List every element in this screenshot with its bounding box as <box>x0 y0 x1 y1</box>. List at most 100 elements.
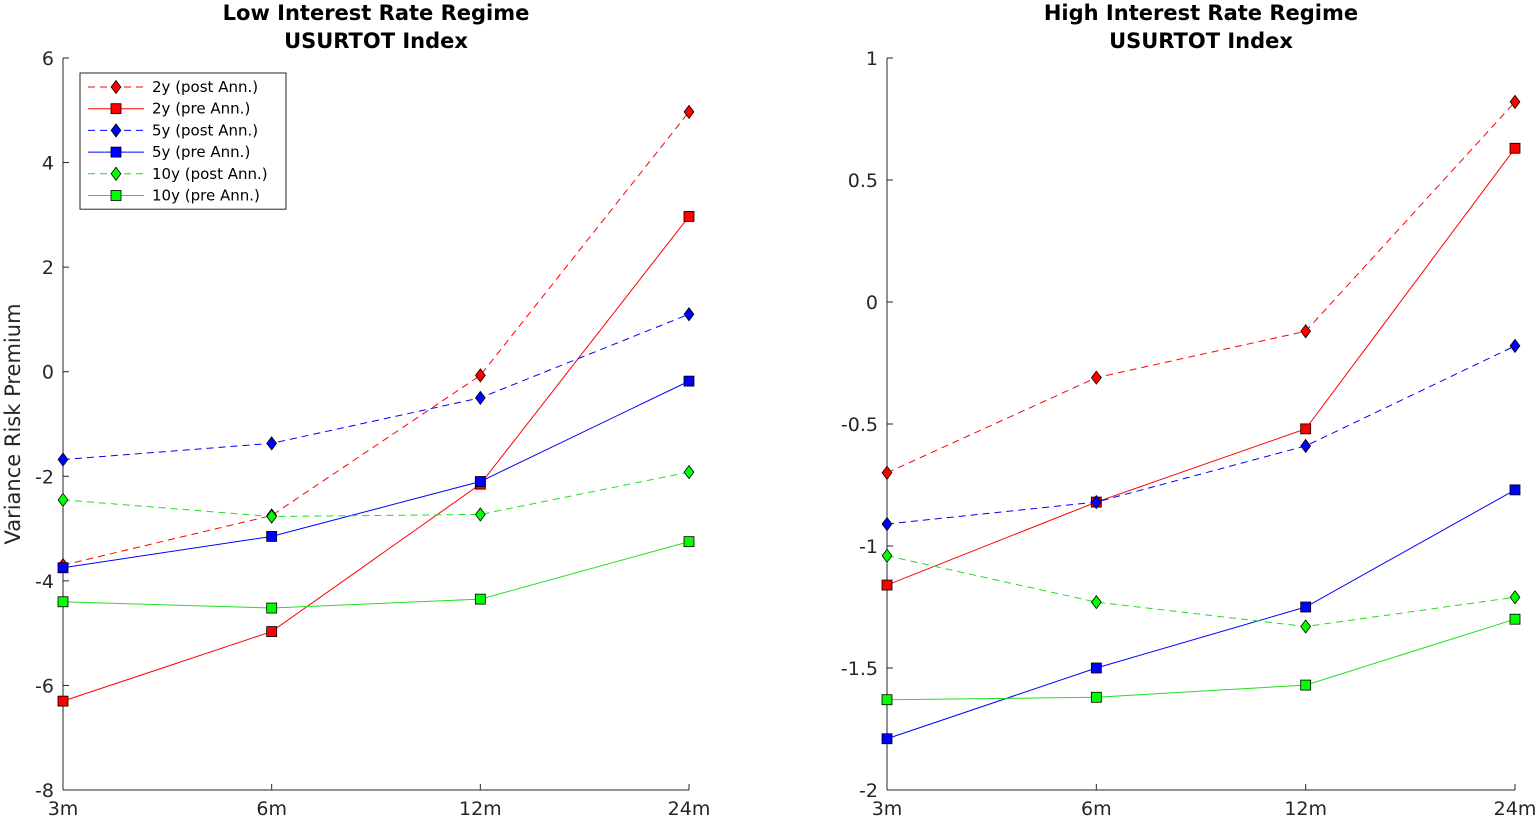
data-point <box>1509 94 1521 110</box>
data-point <box>266 436 278 451</box>
legend-item: 5y (pre Ann.) <box>88 143 250 161</box>
data-point <box>1509 590 1521 605</box>
y-tick-label: 4 <box>42 153 54 175</box>
y-axis-label: Variance Risk Premium <box>1 303 25 544</box>
chart-low-rate: Low Interest Rate Regime USURTOT Index V… <box>1 1 710 820</box>
data-point <box>881 465 893 480</box>
legend-item: 2y (post Ann.) <box>88 78 258 96</box>
data-point <box>683 464 695 480</box>
legend-marker <box>110 146 122 158</box>
series-line <box>886 618 1516 701</box>
series-line <box>62 471 690 518</box>
data-point <box>57 695 69 707</box>
chart-title-line-2: USURTOT Index <box>284 29 468 53</box>
chart-title-line-1: High Interest Rate Regime <box>1044 1 1358 25</box>
y-tick-label: -2 <box>859 780 878 802</box>
series-line <box>886 489 1516 740</box>
data-point <box>881 516 893 532</box>
legend-marker <box>110 190 122 201</box>
y-tick-label: 1 <box>866 48 878 70</box>
y-tick-label: -2 <box>35 466 54 488</box>
legend-marker <box>110 79 122 95</box>
legend-marker <box>110 123 122 138</box>
series-line <box>62 380 690 569</box>
data-point <box>1509 613 1521 625</box>
y-tick-label: 2 <box>42 257 54 279</box>
data-point <box>881 579 893 591</box>
legend-marker <box>110 166 122 181</box>
data-point <box>1300 423 1312 435</box>
x-tick-label: 3m <box>872 798 903 820</box>
x-tick-label: 24m <box>1494 798 1537 820</box>
data-point <box>683 375 695 387</box>
legend-marker <box>110 103 122 115</box>
legend: 2y (post Ann.) 2y (pre Ann.) 5y (post Ann.… <box>79 72 287 210</box>
data-point <box>474 593 486 605</box>
data-point <box>1090 662 1102 674</box>
legend-item: 2y (pre Ann.) <box>88 100 250 118</box>
chart-title-line-1: Low Interest Rate Regime <box>223 1 530 25</box>
data-point <box>683 307 695 322</box>
legend-item: 10y (post Ann.) <box>88 165 268 183</box>
y-tick-label: -1.5 <box>841 658 878 680</box>
legend-item: 10y (pre Ann.) <box>88 187 260 205</box>
series-3 <box>881 484 1521 745</box>
data-point <box>1090 594 1102 610</box>
series-5 <box>881 613 1521 706</box>
series-4 <box>57 464 695 524</box>
data-point <box>1300 679 1312 691</box>
series-2 <box>881 338 1521 532</box>
legend-label: 5y (post Ann.) <box>152 121 258 139</box>
data-point <box>881 694 893 706</box>
series-line <box>62 313 690 461</box>
data-point <box>1509 142 1521 154</box>
data-point <box>1300 438 1312 454</box>
series-line <box>886 147 1516 586</box>
data-point <box>1090 494 1102 510</box>
data-point <box>266 509 278 524</box>
series-line <box>62 216 690 702</box>
x-tick-label: 6m <box>256 798 287 820</box>
data-point <box>57 492 69 507</box>
y-tick-label: 0 <box>42 362 54 384</box>
data-point <box>1090 370 1102 385</box>
x-tick-label: 12m <box>1284 798 1327 820</box>
data-point <box>683 536 695 548</box>
y-tick-label: -4 <box>35 571 54 593</box>
data-point <box>474 507 486 522</box>
series-1 <box>57 211 695 707</box>
legend-label: 10y (post Ann.) <box>152 165 268 183</box>
series-3 <box>57 375 695 574</box>
data-point <box>474 476 486 487</box>
y-tick-label: 6 <box>42 48 54 70</box>
data-point <box>57 596 69 608</box>
data-point <box>1300 619 1312 634</box>
data-point <box>266 626 278 637</box>
legend-label: 5y (pre Ann.) <box>152 143 250 161</box>
x-tick-label: 24m <box>668 798 711 820</box>
series-0 <box>881 94 1521 480</box>
chart-high-rate: High Interest Rate Regime USURTOT Index … <box>841 1 1536 820</box>
data-point <box>683 104 695 120</box>
data-point <box>266 531 278 542</box>
legend-item: 5y (post Ann.) <box>88 121 258 139</box>
series-line <box>62 541 690 609</box>
legend-label: 10y (pre Ann.) <box>152 187 260 205</box>
series-4 <box>881 548 1521 634</box>
x-tick-label: 3m <box>48 798 79 820</box>
y-tick-label: -1 <box>859 536 878 558</box>
x-tick-label: 12m <box>459 798 502 820</box>
data-point <box>1090 691 1102 703</box>
x-tick-label: 6m <box>1081 798 1112 820</box>
series-5 <box>57 536 695 614</box>
data-point <box>1300 324 1312 339</box>
y-tick-label: 0.5 <box>848 170 878 192</box>
data-point <box>474 390 486 406</box>
data-point <box>1300 601 1312 613</box>
legend-label: 2y (pre Ann.) <box>152 100 250 118</box>
series-line <box>886 345 1516 525</box>
data-point <box>683 211 695 222</box>
data-point <box>881 548 893 563</box>
data-point <box>57 452 69 467</box>
data-point <box>266 602 278 614</box>
